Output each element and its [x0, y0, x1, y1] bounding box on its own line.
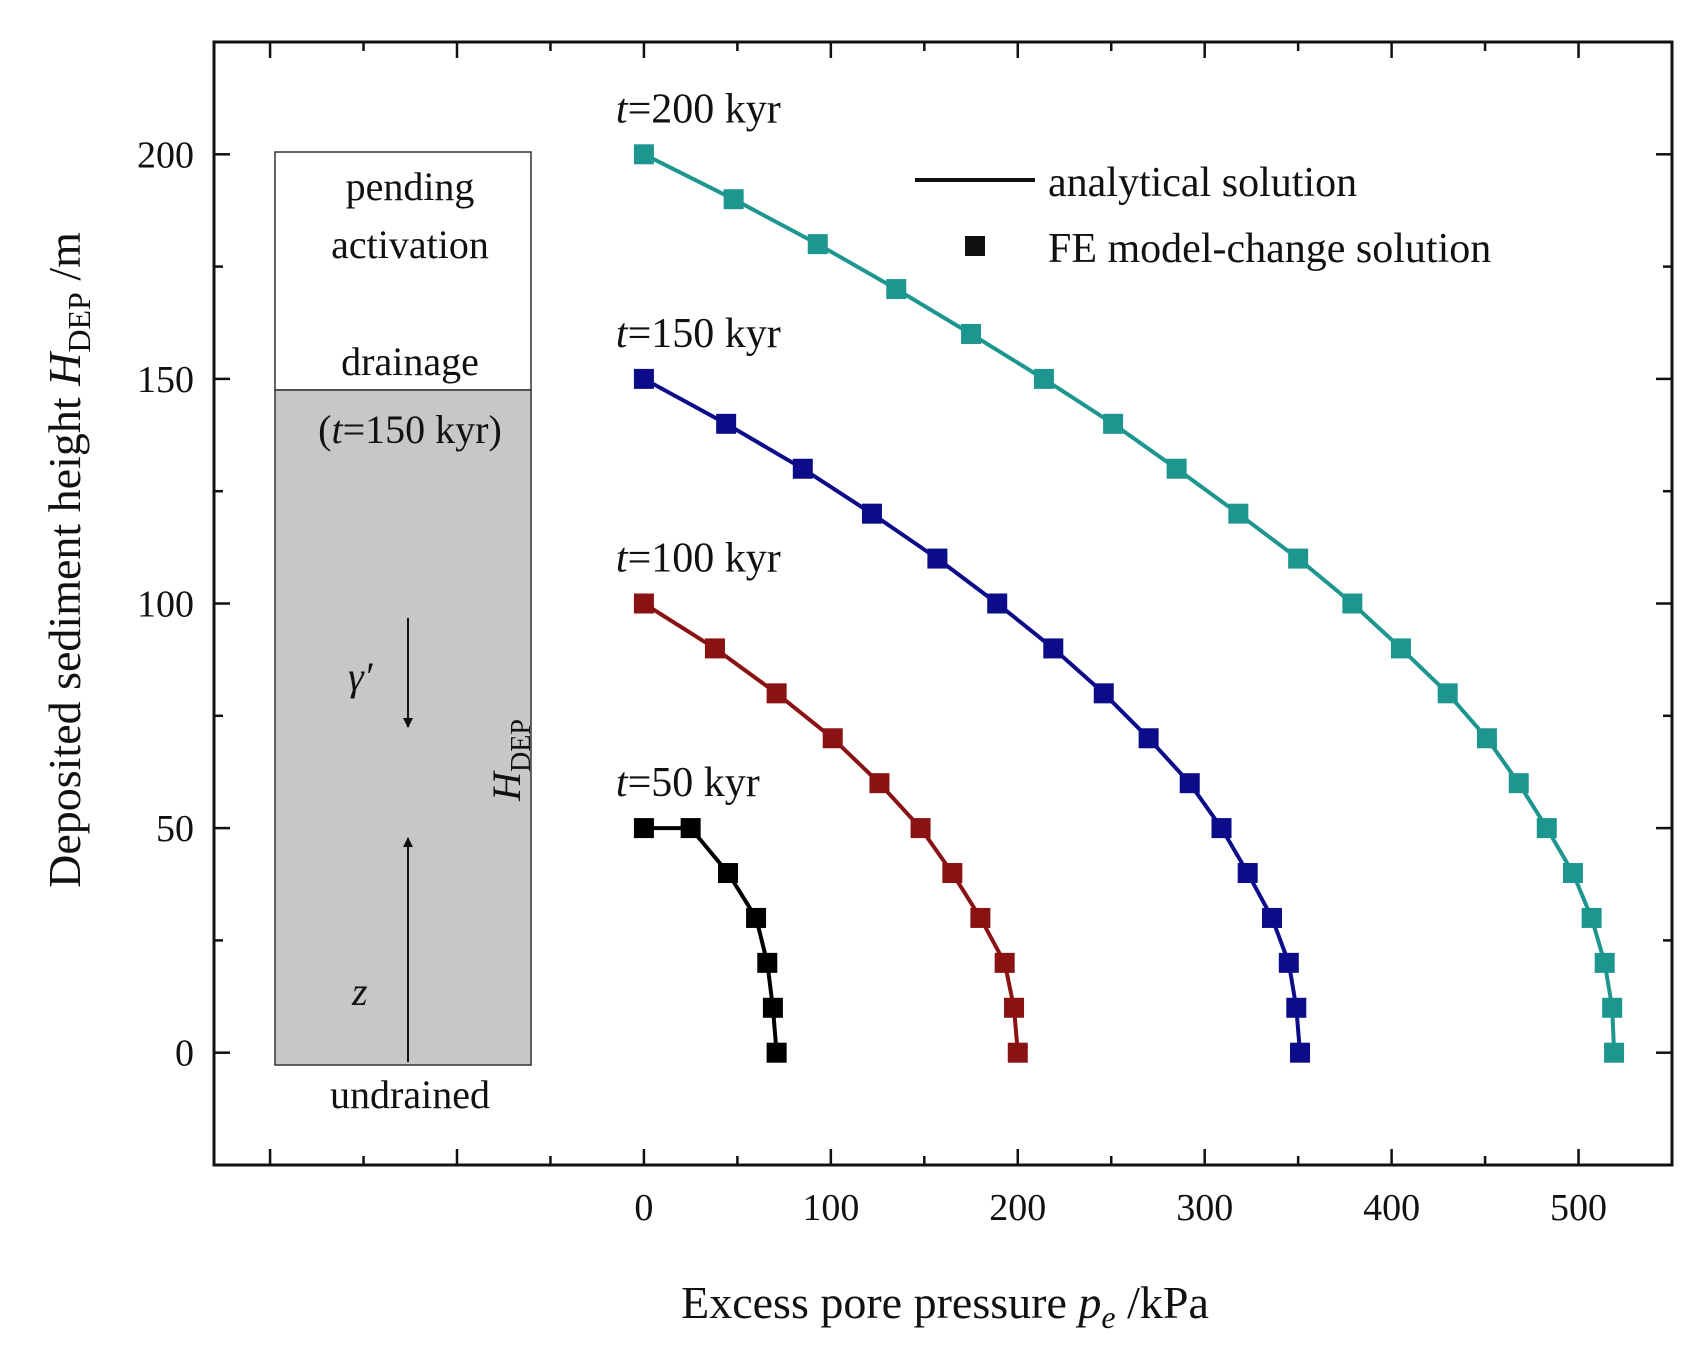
data-point — [869, 773, 890, 794]
inset-pending-label: pending — [346, 164, 475, 209]
data-point — [633, 818, 654, 839]
data-point — [1261, 907, 1282, 928]
x-tick-label: 400 — [1363, 1187, 1420, 1229]
legend-fe-label: FE model-change solution — [1048, 226, 1491, 272]
x-tick-label: 200 — [989, 1187, 1046, 1229]
data-point — [1562, 863, 1583, 884]
data-point — [1166, 458, 1187, 479]
data-point — [1290, 1042, 1311, 1063]
y-tick-label: 0 — [175, 1033, 194, 1075]
data-point — [1604, 1042, 1625, 1063]
x-axis-title: Excess pore pressure pe /kPa — [681, 1277, 1209, 1335]
series-label-1: t=50 kyr — [616, 760, 760, 806]
data-point — [1342, 593, 1363, 614]
data-point — [766, 683, 787, 704]
inset-gamma-label: γ′ — [348, 654, 374, 699]
data-point — [1138, 728, 1159, 749]
y-tick-label: 50 — [156, 808, 194, 850]
series-line-1 — [643, 826, 779, 1053]
data-point — [1004, 997, 1025, 1018]
data-point — [1594, 952, 1615, 973]
data-point — [1536, 818, 1557, 839]
axis-ticks: 0 100 200 300 400 500 0 50 100 150 200 — [137, 40, 1672, 1229]
data-point — [1228, 503, 1249, 524]
legend-analytical-label: analytical solution — [1048, 160, 1357, 206]
inset-schematic: pending activation drainage (t=150 kyr) … — [274, 151, 537, 1117]
data-point — [1103, 413, 1124, 434]
data-point — [1476, 728, 1497, 749]
data-point — [746, 907, 767, 928]
data-point — [1288, 548, 1309, 569]
data-point — [633, 368, 654, 389]
series-label-2: t=100 kyr — [616, 536, 781, 582]
data-point — [633, 144, 654, 165]
data-point — [1508, 773, 1529, 794]
series-line-4 — [643, 152, 1617, 1053]
gridless-plot-layer — [642, 152, 1617, 1053]
data-point — [716, 413, 737, 434]
data-point — [910, 818, 931, 839]
data-point — [704, 638, 725, 659]
data-point — [1033, 368, 1054, 389]
data-point — [822, 728, 843, 749]
x-tick-label: 300 — [1176, 1187, 1233, 1229]
data-point — [1179, 773, 1200, 794]
data-point — [927, 548, 948, 569]
legend-marker-swatch — [965, 236, 985, 256]
data-point — [942, 863, 963, 884]
data-point — [861, 503, 882, 524]
x-tick-label: 0 — [634, 1187, 653, 1229]
data-point — [762, 997, 783, 1018]
data-point — [1602, 997, 1623, 1018]
data-point — [994, 952, 1015, 973]
data-point — [1043, 638, 1064, 659]
data-point — [1211, 818, 1232, 839]
inset-pending-region — [274, 151, 532, 391]
data-point — [1286, 997, 1307, 1018]
data-point — [1007, 1042, 1028, 1063]
data-point — [757, 952, 778, 973]
data-point — [970, 907, 991, 928]
data-point — [680, 818, 701, 839]
data-point — [1237, 863, 1258, 884]
data-point — [1581, 907, 1602, 928]
y-tick-label: 150 — [137, 359, 194, 401]
data-point — [633, 593, 654, 614]
legend: analytical solution FE model-change solu… — [915, 160, 1491, 272]
inset-time-label: (t=150 kyr) — [318, 407, 502, 452]
data-point — [1437, 683, 1458, 704]
inset-drainage-label: drainage — [341, 339, 479, 384]
inset-deposited-region — [274, 389, 532, 1066]
inset-z-label: z — [351, 969, 368, 1014]
inset-hdep-label: HDEP — [484, 719, 537, 802]
data-point — [1390, 638, 1411, 659]
series-labels: t=50 kyr t=100 kyr t=150 kyr t=200 kyr — [616, 86, 781, 806]
data-point — [1093, 683, 1114, 704]
data-point — [723, 189, 744, 210]
data-point — [766, 1042, 787, 1063]
data-point — [987, 593, 1008, 614]
x-tick-label: 500 — [1550, 1187, 1607, 1229]
inset-activation-label: activation — [331, 222, 489, 267]
series-label-3: t=150 kyr — [616, 311, 781, 357]
data-point — [886, 279, 907, 300]
data-point — [792, 458, 813, 479]
markers-layer — [633, 144, 1625, 1063]
inset-undrained-label: undrained — [330, 1072, 490, 1117]
data-point — [718, 863, 739, 884]
series-line-3 — [642, 377, 1302, 1053]
y-tick-label: 100 — [137, 584, 194, 626]
data-point — [961, 323, 982, 344]
series-label-4: t=200 kyr — [616, 86, 781, 132]
x-tick-label: 100 — [802, 1187, 859, 1229]
y-axis-title: Deposited sediment height HDEP /m — [39, 232, 97, 888]
y-tick-label: 200 — [137, 134, 194, 176]
data-point — [1278, 952, 1299, 973]
data-point — [807, 234, 828, 255]
